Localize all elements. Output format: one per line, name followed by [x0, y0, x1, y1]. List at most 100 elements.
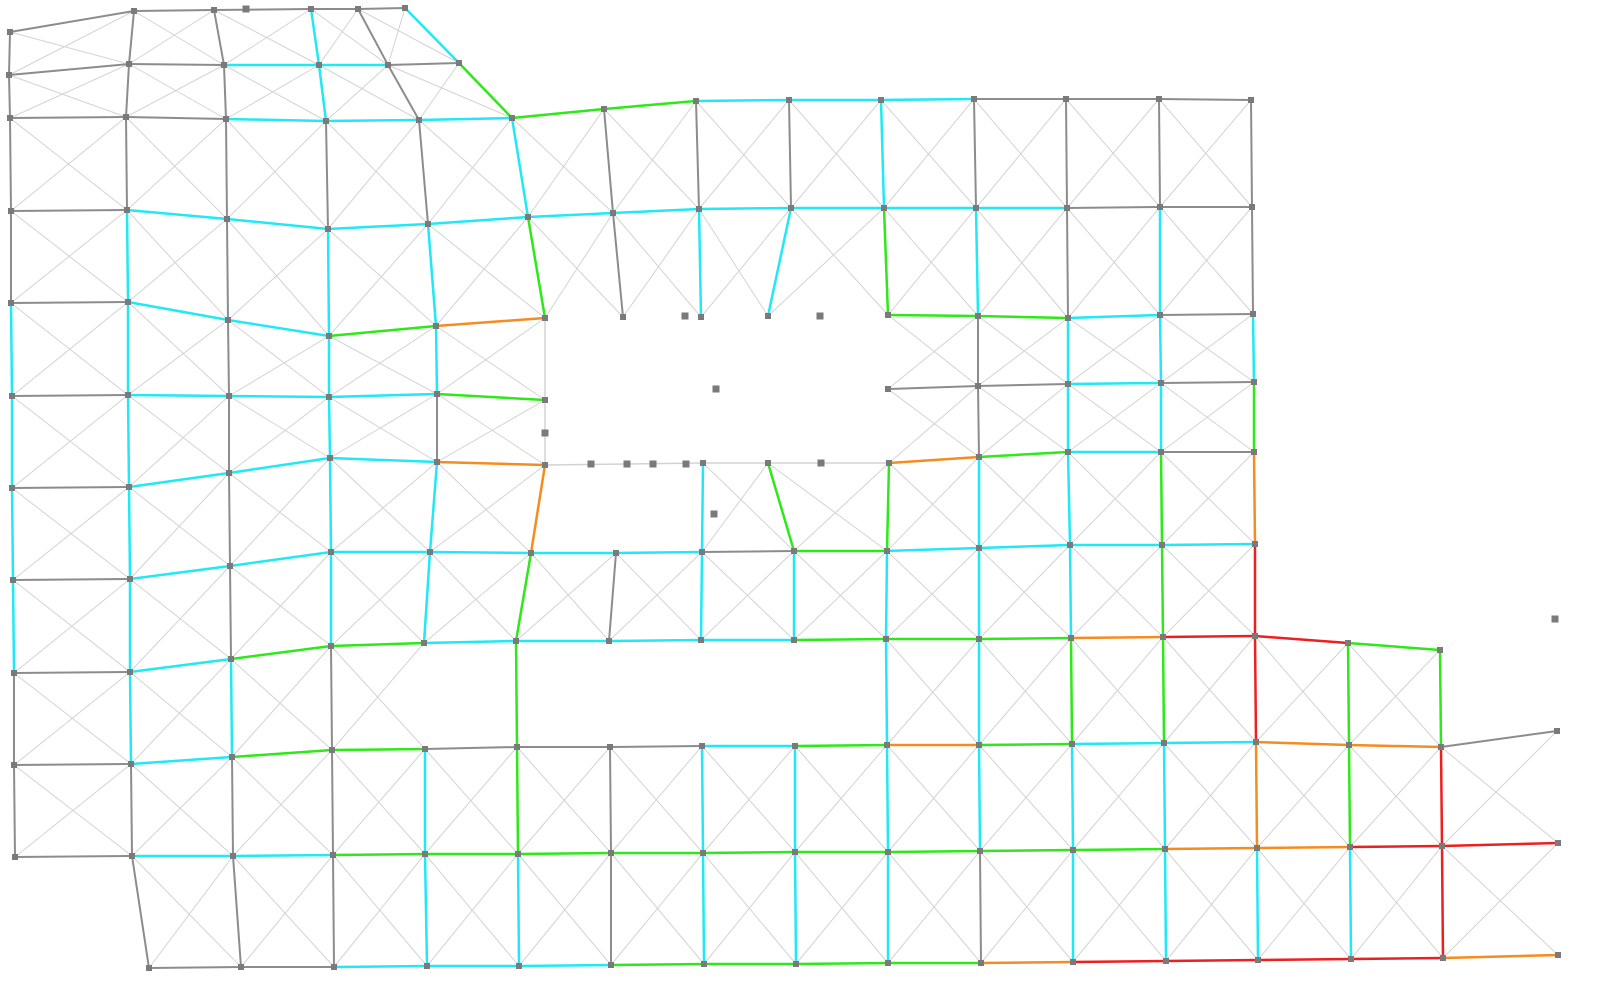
mesh-node	[229, 754, 235, 760]
mesh-edge	[227, 394, 331, 399]
mesh-node	[316, 62, 322, 68]
mesh-node	[793, 961, 799, 967]
mesh-node	[226, 470, 232, 476]
grid-diagonal	[1350, 845, 1443, 960]
mesh-node	[125, 299, 131, 305]
mesh-node	[238, 964, 244, 970]
grid-diagonal	[14, 763, 132, 858]
grid-diagonal	[129, 671, 233, 758]
grid-diagonal	[223, 8, 312, 66]
mesh-node	[326, 333, 332, 339]
grid-diagonal	[318, 8, 359, 66]
mesh-edge	[224, 117, 328, 123]
grid-diagonal	[128, 63, 227, 120]
grid-diagonal	[610, 745, 703, 854]
mesh-node	[7, 115, 13, 121]
mesh-edge	[327, 392, 439, 399]
mesh-edge	[1069, 636, 1074, 746]
mesh-edge	[326, 222, 430, 231]
mesh-node	[424, 963, 430, 969]
mesh-node	[712, 385, 720, 393]
mesh-edge	[125, 208, 130, 304]
mesh-node	[607, 744, 613, 750]
grid-diagonal	[125, 64, 225, 118]
grid-diagonal	[698, 99, 790, 210]
grid-diagonal	[436, 317, 546, 395]
grid-diagonal	[387, 7, 406, 66]
grid-diagonal	[608, 551, 703, 642]
grid-diagonal	[1159, 206, 1253, 316]
grid-diagonal	[603, 108, 700, 210]
mesh-edge	[227, 456, 332, 475]
mesh-edge	[228, 550, 333, 568]
mesh-node	[126, 61, 132, 67]
mesh-edge	[514, 639, 519, 749]
grid-diagonal	[228, 395, 331, 459]
mesh-node	[425, 221, 431, 227]
mesh-edge	[700, 461, 705, 554]
mesh-edge	[526, 215, 547, 320]
grid-diagonal	[424, 746, 518, 855]
grid-diagonal	[610, 852, 704, 966]
mesh-edge	[426, 215, 530, 226]
mesh-edge	[973, 98, 977, 209]
grid-diagonal	[977, 317, 1069, 387]
mesh-node	[1158, 449, 1164, 455]
grid-diagonal	[126, 118, 227, 211]
mesh-node	[509, 115, 515, 121]
mesh-node	[975, 383, 981, 389]
grid-diagonal	[435, 216, 529, 327]
mesh-edge	[607, 638, 703, 643]
edges-layer	[8, 6, 1560, 969]
mesh-edge	[1256, 957, 1353, 962]
mesh-node	[1347, 844, 1353, 850]
mesh-edge	[422, 550, 432, 645]
mesh-edge	[977, 743, 982, 853]
grid-diagonal	[1162, 543, 1256, 638]
grid-diagonal	[978, 451, 1069, 549]
grid-diagonal	[231, 756, 334, 856]
mesh-edge	[231, 853, 335, 858]
grid-diagonal	[511, 117, 614, 214]
mesh-edge	[423, 852, 429, 968]
mesh-node	[693, 98, 699, 104]
grid-diagonal	[1165, 847, 1258, 962]
mesh-edge	[10, 209, 128, 212]
mesh-node	[620, 314, 626, 320]
grid-diagonal	[329, 457, 431, 553]
mesh-node	[700, 460, 706, 466]
grid-diagonal	[794, 744, 888, 853]
grid-diagonal	[129, 472, 230, 580]
mesh-edge	[1071, 847, 1167, 852]
grid-diagonal	[703, 851, 796, 965]
grid-diagonal	[127, 394, 230, 474]
mesh-edge	[602, 99, 698, 111]
grid-diagonal	[518, 852, 612, 967]
grid-diagonal	[1442, 842, 1559, 959]
grid-diagonal	[1160, 381, 1255, 453]
mesh-node	[7, 29, 13, 35]
grid-diagonal	[436, 399, 546, 463]
grid-diagonal	[701, 745, 796, 853]
mesh-edge	[612, 212, 624, 318]
mesh-edge	[887, 385, 979, 390]
mesh-node	[1251, 449, 1257, 455]
mesh-node	[385, 62, 391, 68]
grid-diagonal	[328, 396, 438, 463]
mesh-node	[878, 97, 884, 103]
grid-diagonal	[330, 551, 431, 647]
mesh-edge	[793, 850, 798, 966]
grid-diagonal	[1440, 746, 1559, 844]
mesh-edge	[695, 100, 700, 210]
grid-diagonal	[1164, 741, 1257, 850]
grid-diagonal	[793, 550, 887, 640]
mesh-edge	[309, 7, 321, 67]
grid-diagonal	[226, 120, 327, 220]
mesh-edge	[1159, 313, 1254, 316]
mesh-edge	[418, 119, 429, 225]
mesh-edge	[324, 118, 421, 123]
mesh-node	[698, 314, 704, 320]
mesh-node	[885, 312, 891, 318]
grid-diagonal	[318, 64, 420, 121]
grid-diagonal	[232, 855, 335, 968]
